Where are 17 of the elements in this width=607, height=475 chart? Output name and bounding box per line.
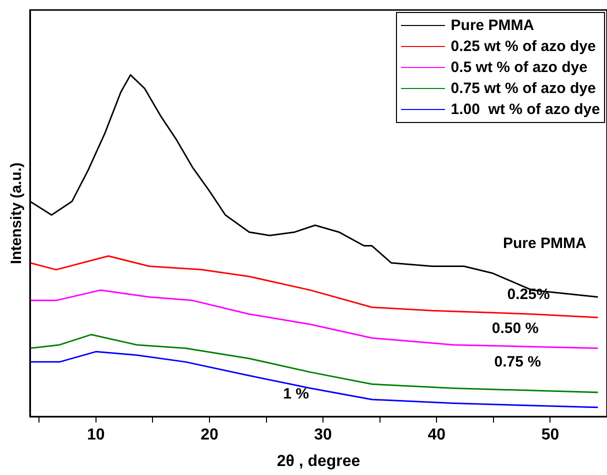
- x-tick-label: 40: [428, 426, 446, 444]
- legend-label: 0.25 wt % of azo dye: [450, 38, 596, 55]
- x-tick-label: 10: [86, 426, 105, 444]
- legend-label: Pure PMMA: [450, 17, 534, 34]
- annotation: Pure PMMA: [503, 234, 587, 252]
- x-tick-label: 30: [314, 426, 332, 444]
- annotation: 1 %: [283, 385, 309, 402]
- annotation: 0.25%: [507, 286, 550, 304]
- annotation: 0.50 %: [492, 320, 539, 337]
- x-axis-title: 2θ , degree: [276, 452, 360, 470]
- y-axis-title: Intensity (a.u.): [8, 162, 26, 264]
- annotation: 0.75 %: [494, 353, 541, 370]
- x-tick-label: 20: [200, 426, 218, 444]
- legend-label: 1.00 wt % of azo dye: [450, 101, 600, 118]
- legend-label: 0.75 wt % of azo dye: [450, 80, 596, 97]
- x-tick-label: 50: [541, 426, 560, 444]
- legend-label: 0.5 wt % of azo dye: [450, 59, 588, 76]
